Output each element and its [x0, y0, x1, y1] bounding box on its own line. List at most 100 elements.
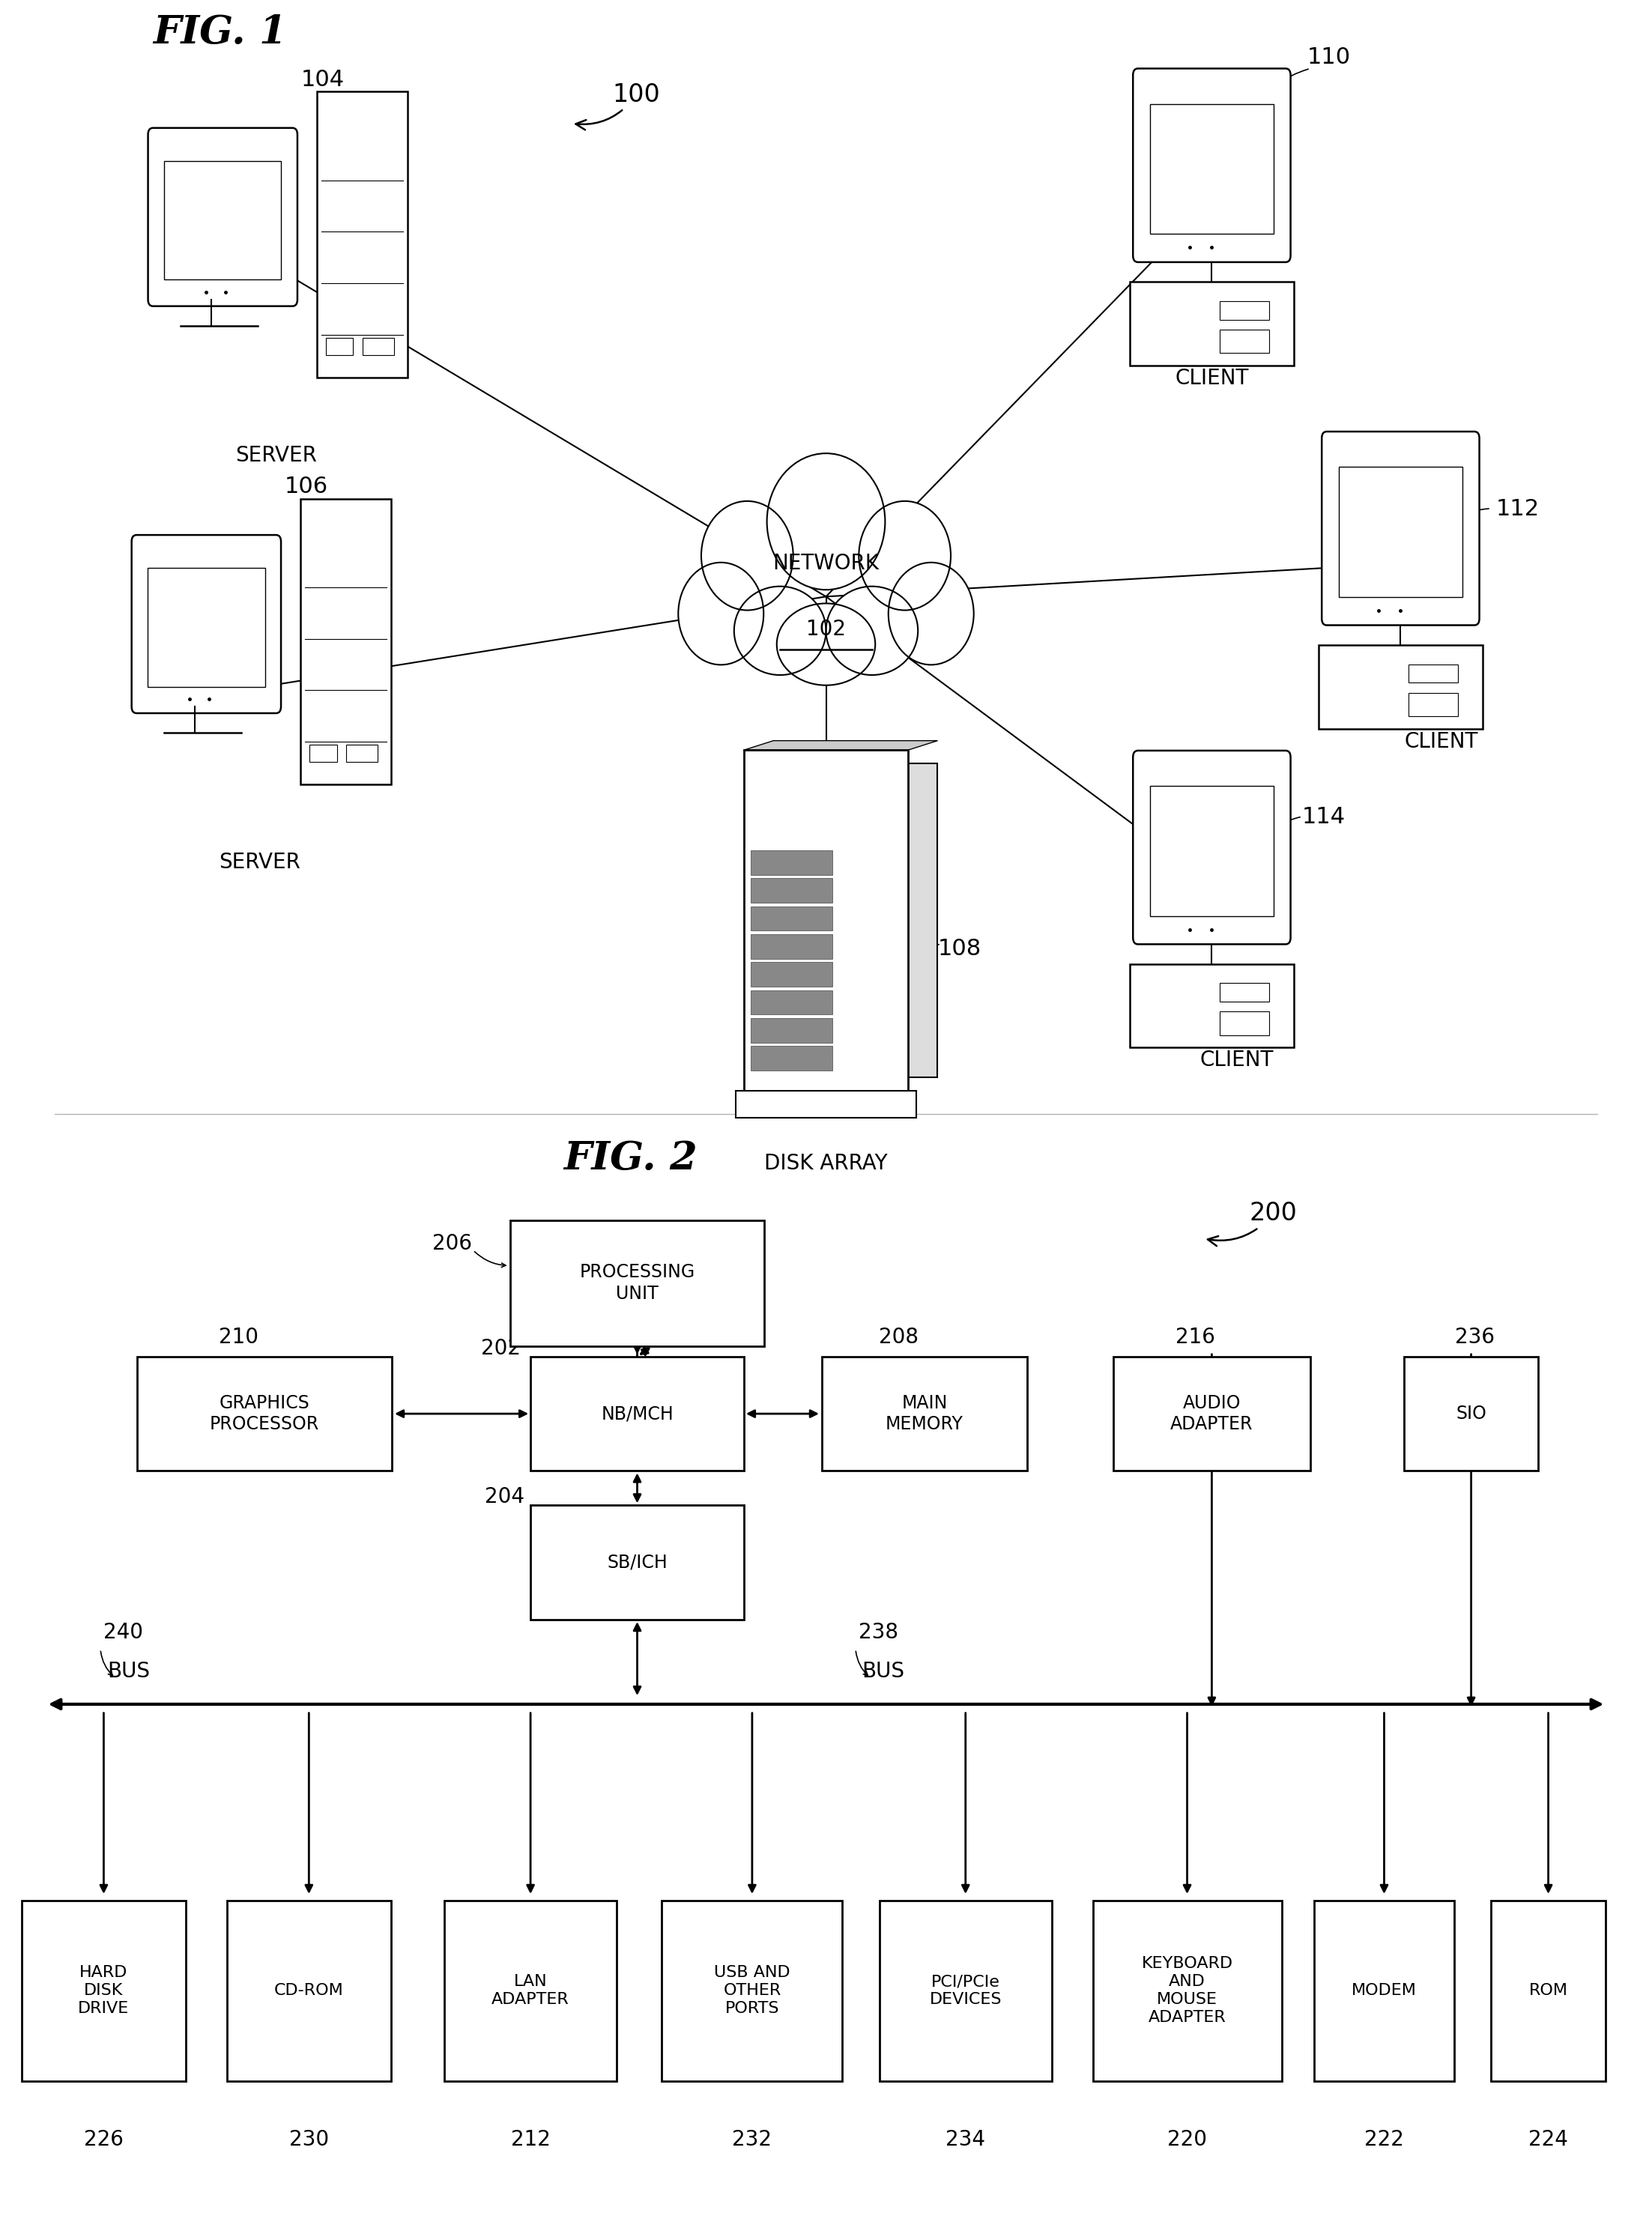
Text: 220: 220	[1168, 2130, 1208, 2150]
Text: CLIENT: CLIENT	[1175, 368, 1249, 388]
Text: 106: 106	[284, 475, 327, 497]
Text: CLIENT: CLIENT	[1199, 1050, 1274, 1072]
FancyBboxPatch shape	[1133, 750, 1290, 945]
Bar	[750, 1045, 833, 1070]
Bar	[1338, 466, 1462, 597]
Bar	[1315, 1899, 1454, 2081]
Ellipse shape	[679, 561, 763, 666]
Text: KEYBOARD
AND
MOUSE
ADAPTER: KEYBOARD AND MOUSE ADAPTER	[1142, 1957, 1232, 2026]
Text: 202: 202	[481, 1338, 520, 1358]
Text: 108: 108	[938, 939, 981, 959]
Text: 238: 238	[859, 1622, 899, 1642]
Text: PROCESSING
UNIT: PROCESSING UNIT	[580, 1263, 695, 1303]
Bar	[1409, 692, 1459, 717]
Text: 110: 110	[1307, 47, 1351, 69]
Bar	[510, 1220, 765, 1347]
Text: 224: 224	[1528, 2130, 1568, 2150]
Text: MAIN
MEMORY: MAIN MEMORY	[885, 1394, 963, 1433]
Bar	[325, 337, 354, 355]
Bar	[21, 1899, 185, 2081]
Text: CLIENT: CLIENT	[1404, 730, 1479, 752]
Text: 232: 232	[732, 2130, 771, 2150]
Bar	[1490, 1899, 1606, 2081]
Bar	[317, 91, 408, 377]
Bar	[530, 1356, 743, 1471]
Bar	[530, 1504, 743, 1620]
Text: FIG. 2: FIG. 2	[563, 1141, 697, 1178]
Text: NETWORK: NETWORK	[773, 553, 879, 575]
Ellipse shape	[776, 604, 876, 686]
Text: AUDIO
ADAPTER: AUDIO ADAPTER	[1170, 1394, 1254, 1433]
Bar	[1318, 646, 1482, 728]
Text: 226: 226	[84, 2130, 124, 2150]
Text: BUS: BUS	[862, 1662, 905, 1682]
Bar	[823, 1356, 1028, 1471]
Text: 104: 104	[301, 69, 344, 91]
Text: USB AND
OTHER
PORTS: USB AND OTHER PORTS	[714, 1966, 790, 2017]
Text: PCI/PCIe
DEVICES: PCI/PCIe DEVICES	[930, 1975, 1001, 2008]
FancyBboxPatch shape	[1322, 430, 1479, 626]
Text: 102: 102	[806, 619, 846, 639]
Text: BUS: BUS	[107, 1662, 150, 1682]
Bar	[226, 1899, 392, 2081]
Text: 112: 112	[1495, 497, 1540, 519]
Text: 114: 114	[1302, 805, 1346, 828]
Bar	[1150, 104, 1274, 233]
Text: SERVER: SERVER	[218, 852, 301, 872]
Bar	[301, 499, 392, 786]
Text: 208: 208	[879, 1327, 919, 1347]
Bar	[1150, 786, 1274, 916]
Ellipse shape	[826, 586, 919, 675]
Text: 210: 210	[218, 1327, 258, 1347]
Text: ROM: ROM	[1528, 1984, 1568, 1997]
Bar	[147, 568, 264, 688]
Text: 100: 100	[575, 82, 661, 131]
Text: 230: 230	[289, 2130, 329, 2150]
Bar	[750, 850, 833, 874]
Bar	[750, 963, 833, 987]
Bar	[309, 746, 337, 761]
Text: 206: 206	[433, 1234, 472, 1254]
Text: LAN
ADAPTER: LAN ADAPTER	[492, 1975, 570, 2008]
Bar	[1219, 983, 1269, 1001]
Text: 204: 204	[484, 1487, 524, 1507]
FancyBboxPatch shape	[132, 535, 281, 712]
Bar	[662, 1899, 843, 2081]
Bar	[345, 746, 377, 761]
Bar	[750, 990, 833, 1014]
Bar	[735, 1092, 917, 1118]
Text: SERVER: SERVER	[235, 444, 317, 466]
Bar	[1409, 663, 1459, 683]
Bar	[164, 162, 281, 280]
Text: 216: 216	[1176, 1327, 1216, 1347]
Bar	[137, 1356, 392, 1471]
Bar	[879, 1899, 1052, 2081]
Text: 212: 212	[510, 2130, 550, 2150]
Text: HARD
DISK
DRIVE: HARD DISK DRIVE	[78, 1966, 129, 2017]
Bar	[362, 337, 393, 355]
Bar	[1219, 331, 1269, 353]
Bar	[1130, 963, 1294, 1047]
Text: SIO: SIO	[1455, 1405, 1487, 1422]
Text: 200: 200	[1208, 1200, 1297, 1247]
FancyBboxPatch shape	[149, 129, 297, 306]
Bar	[1219, 1012, 1269, 1034]
Text: 234: 234	[945, 2130, 985, 2150]
Text: CD-ROM: CD-ROM	[274, 1984, 344, 1997]
Bar	[750, 905, 833, 930]
Text: MODEM: MODEM	[1351, 1984, 1417, 1997]
Bar	[750, 879, 833, 903]
Bar	[750, 1019, 833, 1043]
Ellipse shape	[889, 561, 973, 666]
Text: DISK ARRAY: DISK ARRAY	[765, 1154, 887, 1174]
Text: FIG. 1: FIG. 1	[154, 13, 287, 51]
Polygon shape	[743, 741, 938, 750]
Text: SB/ICH: SB/ICH	[606, 1553, 667, 1571]
Bar	[1219, 302, 1269, 320]
Bar	[909, 763, 938, 1078]
Text: GRAPHICS
PROCESSOR: GRAPHICS PROCESSOR	[210, 1394, 319, 1433]
Text: 222: 222	[1365, 2130, 1404, 2150]
Text: 240: 240	[104, 1622, 144, 1642]
Bar	[743, 750, 909, 1092]
Text: NB/MCH: NB/MCH	[601, 1405, 674, 1422]
